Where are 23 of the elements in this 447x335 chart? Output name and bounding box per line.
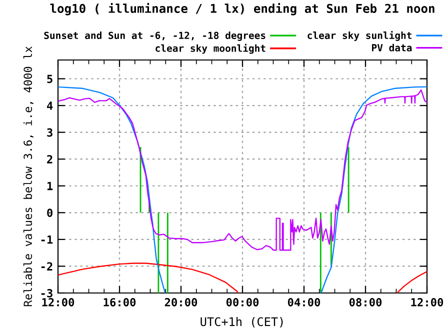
chart-title: log10 ( illuminance / 1 lx) ending at Sun Feb 21 noon	[50, 2, 434, 16]
y-tick-label: -2	[41, 262, 52, 270]
y-axis-title: Reliable values below 3.6, i.e, 4000 lx	[23, 46, 34, 306]
x-tick-label: 12:00	[411, 298, 444, 306]
x-tick-label: 20:00	[164, 298, 198, 306]
legend-label: PV data	[372, 44, 412, 52]
y-tick-label: 0	[47, 208, 52, 218]
y-tick-label: 1	[47, 182, 53, 190]
x-tick-label: 16:00	[104, 298, 136, 306]
y-tick-label: 4	[47, 102, 53, 110]
legend-label: clear sky moonlight	[156, 44, 266, 54]
x-tick-label: 00:00	[226, 298, 259, 306]
x-axis-title: UTC+1h (CET)	[200, 317, 283, 328]
legend-label: Sunset and Sun at -6, -12, -18 degrees	[44, 32, 266, 41]
y-tick-label: -3	[41, 288, 52, 298]
y-tick-label: -1	[41, 236, 53, 244]
x-tick-label: 12:00	[42, 298, 74, 306]
x-tick-label: 08:00	[349, 298, 382, 306]
y-tick-label: 2	[47, 155, 52, 164]
y-tick-label: 5	[47, 74, 52, 84]
y-tick-label: 3	[47, 128, 52, 137]
x-tick-label: 04:00	[288, 298, 320, 306]
legend-label: clear sky sunlight	[308, 31, 412, 41]
